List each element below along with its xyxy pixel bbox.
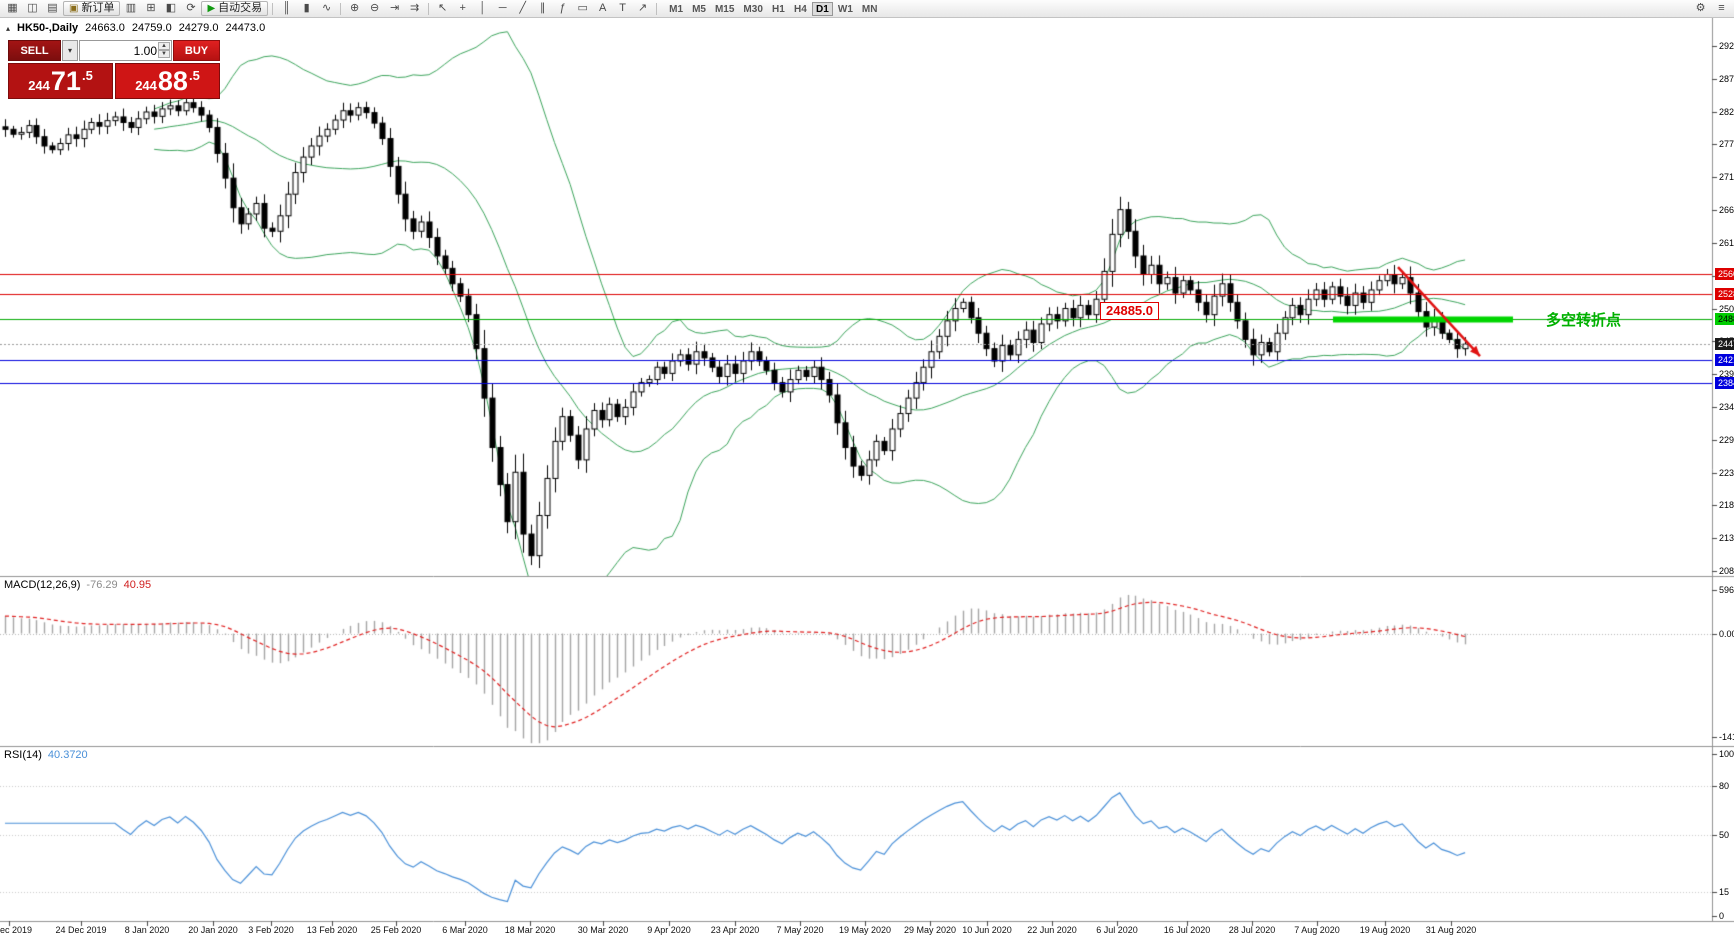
chart-canvas[interactable] — [0, 18, 1734, 941]
arrows-icon[interactable]: ↗ — [633, 1, 652, 16]
timeframe-m30[interactable]: M30 — [739, 2, 766, 16]
text-label-icon[interactable]: T — [613, 1, 632, 16]
toolbar: ▦ ◫ ▤ ▣ 新订单 ▥ ⊞ ◧ ⟳ ▶ 自动交易 ║ ▮ ∿ ⊕ ⊖ ⇥ ⇉ ↖ + │ ─ ╱ ∥ ƒ ▭ A T ↗ M1 M5 M1… — [0, 0, 1734, 18]
bar-chart-icon[interactable]: ║ — [277, 1, 296, 16]
timeframe-d1[interactable]: D1 — [811, 1, 833, 16]
channel-icon[interactable]: ∥ — [533, 1, 552, 16]
new-order-button[interactable]: ▣ 新订单 — [63, 1, 121, 16]
toolbar-separator — [428, 2, 430, 15]
volume-decrease-button[interactable]: ▼ — [158, 50, 170, 58]
symbol-name: HK50-,Daily — [17, 22, 79, 34]
buy-price-tile[interactable]: 244 88 .5 — [115, 63, 220, 99]
trendline-icon[interactable]: ╱ — [513, 1, 532, 16]
zoom-in-icon[interactable]: ⊕ — [345, 1, 364, 16]
ohlc-high: 24759.0 — [131, 22, 172, 34]
symbol-info: ▴ HK50-,Daily 24663.0 24759.0 24279.0 24… — [6, 22, 265, 34]
price-level-tag: 24885.0 — [1100, 302, 1159, 320]
timeframe-mn[interactable]: MN — [858, 2, 882, 16]
macd-label: MACD(12,26,9) -76.29 40.95 — [4, 579, 151, 591]
sell-price-tile[interactable]: 244 71 .5 — [8, 63, 113, 99]
new-chart-icon[interactable]: ▦ — [3, 1, 22, 16]
refresh-icon[interactable]: ⟳ — [181, 1, 200, 16]
rsi-title: RSI(14) — [4, 749, 42, 761]
buy-button[interactable]: BUY — [173, 40, 220, 61]
zoom-out-icon[interactable]: ⊖ — [365, 1, 384, 16]
ohlc-low: 24279.0 — [178, 22, 219, 34]
ohlc-close: 24473.0 — [225, 22, 266, 34]
volume-dropdown[interactable]: ▾ — [62, 40, 78, 61]
crosshair-icon[interactable]: + — [453, 1, 472, 16]
text-icon[interactable]: A — [593, 1, 612, 16]
profiles-icon[interactable]: ◫ — [23, 1, 42, 16]
rsi-label: RSI(14) 40.3720 — [4, 749, 88, 761]
autotrading-icon: ▶ — [207, 2, 216, 14]
chart-symbol-icon: ▴ — [6, 23, 11, 33]
new-order-icon: ▣ — [69, 2, 79, 14]
market-watch-icon[interactable]: ▤ — [43, 1, 62, 16]
horizontal-line-icon[interactable]: ─ — [493, 1, 512, 16]
turning-point-label: 多空转折点 — [1546, 312, 1622, 329]
timeframe-h1[interactable]: H1 — [768, 2, 789, 16]
toolbar-separator — [272, 2, 274, 15]
fibonacci-icon[interactable]: ƒ — [553, 1, 572, 16]
data-window-icon[interactable]: ◧ — [161, 1, 180, 16]
macd-signal-value: 40.95 — [123, 579, 152, 591]
autotrading-button-label: 自动交易 — [218, 2, 263, 14]
one-click-trading-panel: SELL ▾ ▲ ▼ BUY 244 71 .5 244 88 .5 — [8, 40, 220, 99]
sell-price-big: 71 — [50, 66, 81, 96]
chart-window-icon[interactable]: ▥ — [121, 1, 140, 16]
candlestick-chart-icon[interactable]: ▮ — [297, 1, 316, 16]
auto-scroll-icon[interactable]: ⇉ — [405, 1, 424, 16]
toolbar-separator — [340, 2, 342, 15]
macd-main-value: -76.29 — [86, 579, 118, 591]
toolbar-right-group: ⚙ ≡ — [1691, 1, 1731, 16]
sell-price-decimal: .5 — [81, 68, 93, 83]
toolbar-separator — [656, 2, 658, 15]
volume-field-wrap: ▲ ▼ — [79, 40, 172, 61]
menu-icon[interactable]: ≡ — [1712, 1, 1731, 16]
ohlc-open: 24663.0 — [85, 22, 125, 34]
timeframe-group: M1 M5 M15 M30 H1 H4 D1 W1 MN — [665, 1, 882, 16]
buy-price-decimal: .5 — [188, 68, 200, 83]
timeframe-w1[interactable]: W1 — [834, 2, 857, 16]
volume-spinner: ▲ ▼ — [158, 42, 170, 58]
line-chart-icon[interactable]: ∿ — [317, 1, 336, 16]
macd-title: MACD(12,26,9) — [4, 579, 81, 591]
chart-shift-icon[interactable]: ⇥ — [385, 1, 404, 16]
new-order-button-label: 新订单 — [81, 2, 115, 14]
settings-icon[interactable]: ⚙ — [1691, 1, 1710, 16]
timeframe-h4[interactable]: H4 — [790, 2, 811, 16]
autotrading-button[interactable]: ▶ 自动交易 — [201, 1, 269, 16]
volume-input[interactable] — [79, 40, 172, 61]
rsi-value: 40.3720 — [47, 749, 88, 761]
buy-price-prefix: 244 — [135, 78, 157, 93]
sell-button[interactable]: SELL — [8, 40, 61, 61]
volume-increase-button[interactable]: ▲ — [158, 42, 170, 50]
timeframe-m15[interactable]: M15 — [711, 2, 738, 16]
shapes-icon[interactable]: ▭ — [573, 1, 592, 16]
buy-price-big: 88 — [157, 66, 188, 96]
sell-price-prefix: 244 — [28, 78, 50, 93]
cursor-icon[interactable]: ↖ — [433, 1, 452, 16]
vertical-line-icon[interactable]: │ — [473, 1, 492, 16]
tile-windows-icon[interactable]: ⊞ — [141, 1, 160, 16]
timeframe-m1[interactable]: M1 — [665, 2, 687, 16]
timeframe-m5[interactable]: M5 — [688, 2, 710, 16]
